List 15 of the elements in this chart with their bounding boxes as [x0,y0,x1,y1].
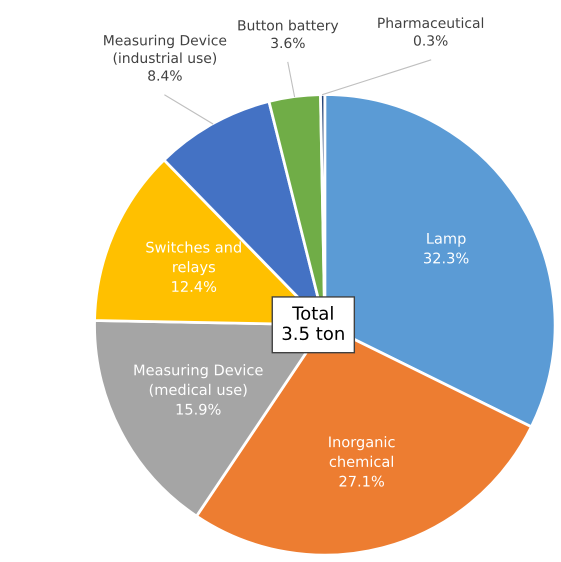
slice-label: Measuring Device (medical use) [134,364,263,397]
data-label: 12.4% [172,280,216,292]
data-label: 27.1% [340,476,384,487]
slice-label: Lamp [427,233,466,247]
slice-label: Pharmaceutical [378,17,484,28]
data-label: 32.3% [424,252,468,264]
slice-label: Button battery [238,20,338,34]
slice-label: Measuring Device (industrial use) [104,34,226,65]
data-label: 15.9% [176,404,221,415]
slice-label: Switches and relays [146,241,241,276]
data-label: 8.4% [148,70,182,81]
data-label: 3.6% [271,38,305,48]
text: Total 3.5 ton [282,306,344,340]
slice-label: Inorganic chemical [329,436,395,468]
data-label: 0.3% [414,35,448,46]
